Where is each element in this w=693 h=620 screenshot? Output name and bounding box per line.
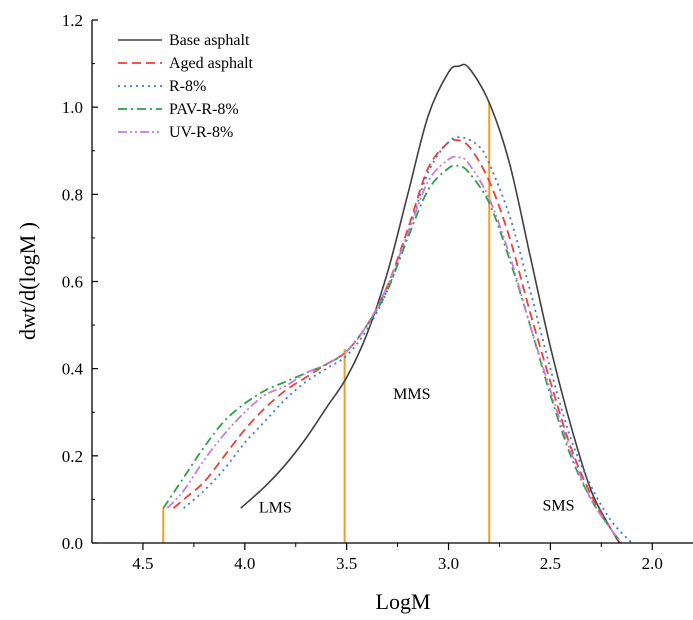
- legend-label: Aged asphalt: [169, 55, 254, 72]
- y-tick-label: 1.0: [62, 98, 83, 117]
- x-tick-label: 2.0: [642, 554, 663, 573]
- series-line-1: [240, 63, 621, 544]
- x-tick-label: 4.5: [132, 554, 153, 573]
- region-boundary-lines: [162, 102, 491, 543]
- region-label-mms: MMS: [393, 386, 430, 403]
- y-tick-label: 0.2: [62, 447, 83, 466]
- axes: 0.0 0.2 0.4 0.6 0.8 1.0 1.2 4.5 4.0 3.5 3.0 2.5 2.0: [62, 11, 693, 573]
- legend: Base asphalt Aged asphalt R-8% PAV-R-8% UV-R…: [118, 32, 254, 141]
- series-lines: [162, 63, 633, 544]
- x-tick-label: 3.5: [336, 554, 357, 573]
- legend-label: UV-R-8%: [169, 124, 233, 141]
- series-line-2: [172, 138, 623, 544]
- x-tick-label: 2.5: [540, 554, 561, 573]
- y-tick-label: 0.8: [62, 185, 83, 204]
- y-tick-label: 1.2: [62, 11, 83, 30]
- region-label-lms: LMS: [259, 499, 292, 516]
- x-tick-label: 3.0: [438, 554, 459, 573]
- x-tick-label: 4.0: [234, 554, 255, 573]
- region-labels: LMS MMS SMS: [259, 386, 575, 516]
- legend-label: Base asphalt: [169, 32, 250, 49]
- legend-label: PAV-R-8%: [169, 101, 239, 118]
- series-line-4: [162, 164, 623, 544]
- y-axis-title: dwt/d(logM ): [15, 222, 40, 340]
- series-line-5: [166, 155, 623, 544]
- region-label-sms: SMS: [543, 497, 575, 514]
- x-axis-title: LogM: [376, 589, 431, 614]
- series-line-3: [183, 136, 633, 544]
- y-tick-label: 0.0: [62, 534, 83, 553]
- legend-label: R-8%: [169, 78, 206, 95]
- y-tick-label: 0.6: [62, 273, 83, 292]
- y-tick-label: 0.4: [62, 360, 84, 379]
